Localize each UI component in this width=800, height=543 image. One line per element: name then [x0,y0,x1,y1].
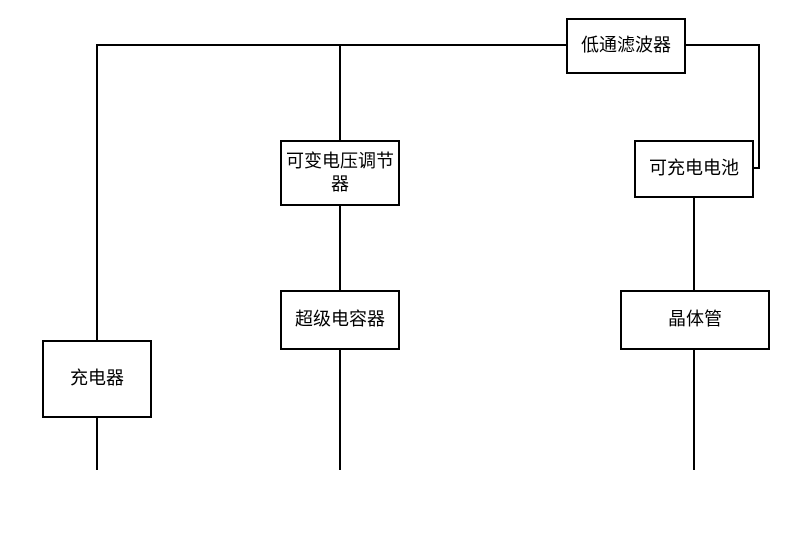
charger-box: 充电器 [42,340,152,418]
edge-supercap-stub [339,350,341,470]
transistor-box: 晶体管 [620,290,770,350]
lowpass-filter-label: 低通滤波器 [581,34,671,57]
edge-vvr-up [339,44,341,140]
edge-transistor-stub [693,350,695,470]
lowpass-filter-box: 低通滤波器 [566,18,686,74]
supercapacitor-box: 超级电容器 [280,290,400,350]
rechargeable-battery-label: 可充电电池 [649,157,739,180]
charger-label: 充电器 [70,367,124,390]
edge-bus-horizontal [96,44,566,46]
edge-lpf-to-battery-h [754,167,760,169]
variable-voltage-regulator-box: 可变电压调节器 [280,140,400,206]
transistor-label: 晶体管 [668,308,722,331]
rechargeable-battery-box: 可充电电池 [634,140,754,198]
supercapacitor-label: 超级电容器 [295,308,385,331]
edge-charger-stub [96,418,98,470]
edge-lpf-right-v [758,44,760,169]
variable-voltage-regulator-label: 可变电压调节器 [286,150,394,197]
edge-battery-to-transistor [693,198,695,290]
edge-vvr-to-supercap [339,206,341,290]
edge-charger-up [96,44,98,340]
edge-lpf-right-h [686,44,760,46]
